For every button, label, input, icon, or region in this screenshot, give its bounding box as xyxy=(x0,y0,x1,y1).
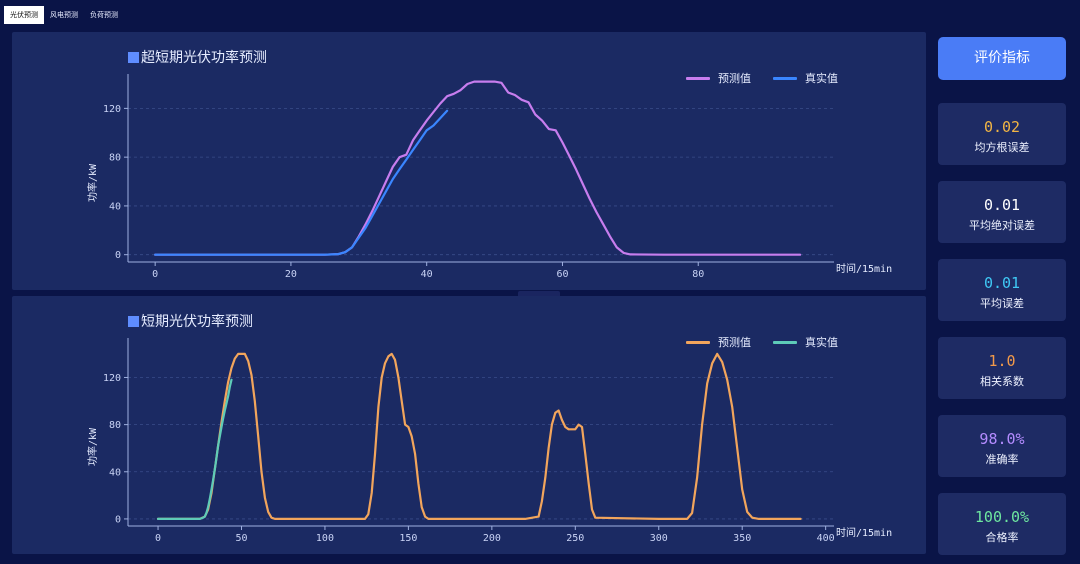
x-tick-label: 150 xyxy=(399,533,417,544)
chart-title-text: 短期光伏功率预测 xyxy=(141,314,253,330)
x-tick-label: 40 xyxy=(421,269,433,280)
metric-value: 1.0 xyxy=(988,352,1016,370)
legend-line-icon xyxy=(773,76,797,80)
y-tick-label: 80 xyxy=(109,420,121,431)
x-tick-label: 60 xyxy=(556,269,568,280)
x-tick-label: 250 xyxy=(566,533,584,544)
series-line-actual xyxy=(154,109,449,256)
metric-value: 0.01 xyxy=(983,274,1021,292)
x-tick-label: 80 xyxy=(692,269,704,280)
metric-label: 合格率 xyxy=(985,531,1019,544)
y-tick-label: 80 xyxy=(109,153,121,164)
metric-label: 平均绝对误差 xyxy=(969,219,1035,232)
tab-bar: 光伏预测 风电预测 负荷预测 xyxy=(4,6,124,24)
series-line-forecast xyxy=(154,80,802,256)
metric-value: 100.0% xyxy=(974,508,1030,526)
series-line-actual xyxy=(156,378,233,520)
metric-value: 98.0% xyxy=(979,430,1025,448)
y-tick-label: 40 xyxy=(109,467,121,478)
tab-pv-forecast[interactable]: 光伏预测 xyxy=(4,6,44,24)
y-tick-label: 0 xyxy=(115,250,121,261)
legend-label: 真实值 xyxy=(805,336,838,349)
chart-title: 超短期光伏功率预测 xyxy=(128,47,267,67)
legend-line-icon xyxy=(686,76,710,80)
legend-item-forecast[interactable]: 预测值 xyxy=(686,70,751,86)
metric-value: 0.02 xyxy=(983,118,1021,136)
metric-card-mean-error: 0.01 平均误差 xyxy=(938,259,1066,321)
chart-title: 短期光伏功率预测 xyxy=(128,311,253,331)
metric-label: 平均误差 xyxy=(980,297,1024,310)
x-tick-label: 20 xyxy=(285,269,297,280)
y-tick-label: 120 xyxy=(103,104,121,115)
x-tick-label: 350 xyxy=(733,533,751,544)
x-tick-label: 200 xyxy=(483,533,501,544)
y-axis-label: 功率/kW xyxy=(86,163,99,202)
x-tick-label: 0 xyxy=(155,533,161,544)
chart-legend: 预测值 真实值 xyxy=(672,70,838,86)
series-line-forecast xyxy=(156,352,802,520)
legend-label: 真实值 xyxy=(805,72,838,85)
metric-label: 准确率 xyxy=(985,453,1019,466)
legend-label: 预测值 xyxy=(718,336,751,349)
chart-title-text: 超短期光伏功率预测 xyxy=(141,50,267,66)
x-axis-label: 时间/15min xyxy=(836,526,892,539)
x-axis-label: 时间/15min xyxy=(836,262,892,275)
legend-line-icon xyxy=(686,340,710,344)
metric-card-accuracy: 98.0% 准确率 xyxy=(938,415,1066,477)
metric-card-mae: 0.01 平均绝对误差 xyxy=(938,181,1066,243)
x-tick-label: 100 xyxy=(316,533,334,544)
title-marker-icon xyxy=(128,51,139,63)
tab-wind-forecast[interactable]: 风电预测 xyxy=(50,11,78,19)
legend-line-icon xyxy=(773,340,797,344)
tab-load-forecast[interactable]: 负荷预测 xyxy=(90,11,118,19)
chart-legend: 预测值 真实值 xyxy=(672,334,838,350)
legend-item-actual[interactable]: 真实值 xyxy=(773,334,838,350)
ultra-short-term-chart: 0 40 80 120 0 20 40 60 80 时间/15min 功率/kW xyxy=(86,74,892,280)
metric-label: 相关系数 xyxy=(980,375,1024,388)
x-tick-label: 0 xyxy=(152,269,158,280)
short-term-chart-panel: 0 40 80 120 0 50 100 150 200 250 300 350 400 时间/15min… xyxy=(12,296,926,554)
y-axis-label: 功率/kW xyxy=(86,427,99,466)
y-tick-label: 40 xyxy=(109,201,121,212)
legend-label: 预测值 xyxy=(718,72,751,85)
metric-label: 均方根误差 xyxy=(974,141,1030,154)
evaluation-metrics-button[interactable]: 评价指标 xyxy=(938,37,1066,80)
metric-value: 0.01 xyxy=(983,196,1021,214)
metric-card-correlation: 1.0 相关系数 xyxy=(938,337,1066,399)
x-tick-label: 300 xyxy=(650,533,668,544)
legend-item-actual[interactable]: 真实值 xyxy=(773,70,838,86)
metric-card-rmse: 0.02 均方根误差 xyxy=(938,103,1066,165)
short-term-chart: 0 40 80 120 0 50 100 150 200 250 300 350 400 时间/15min… xyxy=(86,338,892,544)
legend-item-forecast[interactable]: 预测值 xyxy=(686,334,751,350)
x-tick-label: 400 xyxy=(817,533,835,544)
title-marker-icon xyxy=(128,315,139,327)
y-tick-label: 0 xyxy=(115,514,121,525)
y-tick-label: 120 xyxy=(103,373,121,384)
metric-card-pass-rate: 100.0% 合格率 xyxy=(938,493,1066,555)
x-tick-label: 50 xyxy=(235,533,247,544)
ultra-short-term-chart-panel: 0 40 80 120 0 20 40 60 80 时间/15min 功率/kW 超短期光伏功率预测… xyxy=(12,32,926,290)
